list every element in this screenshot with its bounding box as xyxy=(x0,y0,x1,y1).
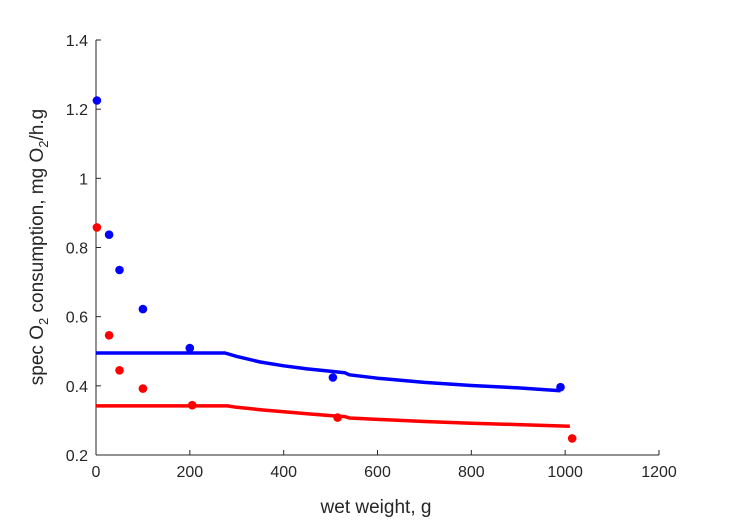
x-tick-label: 400 xyxy=(270,464,297,481)
data-point-0 xyxy=(104,230,114,239)
data-point-1 xyxy=(104,331,114,340)
y-axis-label-middle: consumption, mg O xyxy=(27,148,48,318)
data-point-0 xyxy=(138,304,148,314)
x-tick-label: 200 xyxy=(176,464,203,481)
y-axis-label-prefix: spec O xyxy=(27,325,48,385)
y-tick-label: 0.2 xyxy=(66,448,88,465)
x-axis-label: wet weight, g xyxy=(320,497,432,518)
y-tick-label: 0.6 xyxy=(66,310,88,327)
x-tick-label: 800 xyxy=(458,464,485,481)
y-axis-label-suffix: /h.g xyxy=(27,109,48,141)
y-tick-label: 1 xyxy=(79,171,88,188)
data-point-0 xyxy=(92,96,102,105)
data-point-1 xyxy=(567,434,577,443)
y-axis-label-sub2: 2 xyxy=(36,141,51,148)
y-axis-label-sub1: 2 xyxy=(36,318,51,325)
x-tick-label: 600 xyxy=(364,464,391,481)
plot-marks xyxy=(92,96,577,443)
y-axis-label: spec O2 consumption, mg O2/h.g xyxy=(27,109,51,385)
y-tick-label: 1.4 xyxy=(66,33,88,50)
data-point-1 xyxy=(187,400,197,410)
data-point-1 xyxy=(333,413,342,422)
x-tick-label: 1000 xyxy=(547,464,583,481)
y-tick-label: 0.8 xyxy=(66,241,88,258)
data-point-0 xyxy=(185,343,195,353)
fit-line-0 xyxy=(96,351,561,393)
y-tick-label: 1.2 xyxy=(66,102,88,119)
data-point-1 xyxy=(138,384,148,393)
data-point-0 xyxy=(556,382,565,392)
data-point-0 xyxy=(115,265,124,275)
axes xyxy=(95,40,659,456)
y-tick-label: 0.4 xyxy=(66,379,88,396)
ticks: 0 200 400 600 800 1000 1200 0.2 0.4 0.6 0.8 1 1.2 1.4 xyxy=(66,33,677,481)
data-point-1 xyxy=(92,223,102,232)
data-point-1 xyxy=(115,366,124,375)
data-point-0 xyxy=(328,373,338,382)
x-tick-label: 0 xyxy=(92,464,101,481)
fit-line-1 xyxy=(96,404,570,429)
x-tick-label: 1200 xyxy=(641,464,677,481)
